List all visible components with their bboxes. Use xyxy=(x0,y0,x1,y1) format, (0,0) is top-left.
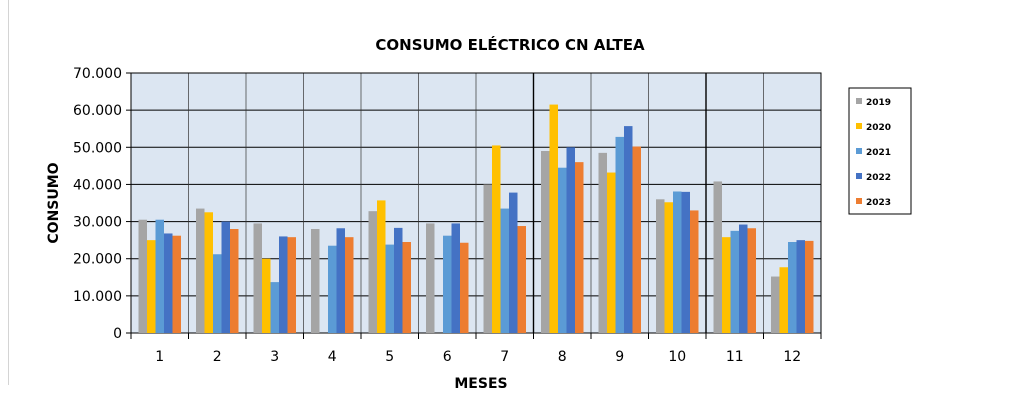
x-tick-label: 4 xyxy=(328,349,337,365)
y-tick-label: 20.000 xyxy=(73,252,122,268)
bar-2019-4 xyxy=(311,229,320,333)
legend-label-2019: 2019 xyxy=(866,98,891,108)
bar-2019-2 xyxy=(196,208,205,333)
bar-2023-2 xyxy=(230,229,239,333)
bar-2020-7 xyxy=(492,145,501,333)
plot-area xyxy=(130,72,822,334)
legend-swatch-2019 xyxy=(856,98,862,104)
bar-2023-5 xyxy=(402,242,411,333)
x-tick-label: 2 xyxy=(213,349,222,365)
bar-2022-1 xyxy=(164,233,173,333)
chart-title: CONSUMO ELÉCTRICO CN ALTEA xyxy=(375,35,645,54)
x-tick-label: 11 xyxy=(726,349,744,365)
bar-2022-8 xyxy=(566,147,575,333)
x-tick-label: 8 xyxy=(558,349,567,365)
bar-2023-4 xyxy=(345,237,354,333)
x-tick-label: 1 xyxy=(155,349,164,365)
bar-2023-11 xyxy=(747,228,756,333)
bar-2022-11 xyxy=(739,224,748,333)
bar-2022-9 xyxy=(624,126,633,333)
x-tick-label: 6 xyxy=(443,349,452,365)
x-tick-label: 7 xyxy=(500,349,509,365)
bar-2021-1 xyxy=(155,219,164,333)
y-tick-label: 70.000 xyxy=(73,66,122,82)
x-axis-title: MESES xyxy=(454,376,507,392)
bar-2021-8 xyxy=(558,167,567,333)
bar-2022-7 xyxy=(509,192,518,333)
bar-2022-4 xyxy=(336,228,345,333)
bar-2021-9 xyxy=(615,136,624,333)
bar-2020-8 xyxy=(549,104,558,333)
bars-group xyxy=(138,104,814,333)
bar-2022-5 xyxy=(394,227,403,333)
bar-2023-7 xyxy=(517,226,526,333)
bar-2021-12 xyxy=(788,242,797,333)
bar-2019-9 xyxy=(598,152,607,333)
legend-label-2020: 2020 xyxy=(866,123,891,133)
bar-2023-6 xyxy=(460,242,469,333)
bar-2022-2 xyxy=(221,221,230,333)
y-tick-label: 50.000 xyxy=(73,140,122,156)
bar-2021-11 xyxy=(730,230,739,333)
y-tick-label: 60.000 xyxy=(73,103,122,119)
bar-2023-9 xyxy=(632,146,641,333)
bar-2021-6 xyxy=(443,235,452,333)
bar-2023-8 xyxy=(575,162,584,333)
bar-2020-12 xyxy=(779,267,788,333)
bar-2022-12 xyxy=(796,240,805,333)
legend-label-2021: 2021 xyxy=(866,148,891,158)
legend-swatch-2021 xyxy=(856,148,862,154)
bar-2019-3 xyxy=(253,223,262,333)
x-tick-label: 10 xyxy=(668,349,686,365)
legend: 2019 2020 2021 2022 2023 xyxy=(848,87,912,215)
bar-2021-5 xyxy=(385,244,394,333)
y-axis-title: CONSUMO xyxy=(46,162,62,243)
bar-2020-10 xyxy=(664,202,673,333)
bar-2019-1 xyxy=(138,219,147,333)
bar-2022-3 xyxy=(279,236,288,333)
bar-2019-7 xyxy=(483,184,492,333)
bar-2023-12 xyxy=(805,240,814,333)
axes-group: 0 10.000 20.000 30.000 40.000 50.000 60.000 70.… xyxy=(73,66,822,365)
y-tick-label: 40.000 xyxy=(73,177,122,193)
x-tick-label: 5 xyxy=(385,349,394,365)
bar-2020-2 xyxy=(204,212,213,333)
bar-2020-5 xyxy=(377,200,386,333)
page-left-rule xyxy=(8,0,9,385)
bar-2019-8 xyxy=(541,151,550,333)
legend-label-2022: 2022 xyxy=(866,173,891,183)
legend-swatch-2023 xyxy=(856,198,862,204)
bar-2023-10 xyxy=(690,210,699,333)
bar-2021-4 xyxy=(328,245,337,333)
x-tick-label: 3 xyxy=(270,349,279,365)
bar-2019-10 xyxy=(656,199,665,333)
bar-2021-10 xyxy=(673,191,682,333)
y-tick-label: 10.000 xyxy=(73,289,122,305)
bar-2020-9 xyxy=(607,172,616,333)
x-tick-label: 9 xyxy=(615,349,624,365)
x-tick-label: 12 xyxy=(783,349,801,365)
y-tick-label: 30.000 xyxy=(73,215,122,231)
bar-2020-3 xyxy=(262,258,271,333)
bar-2020-1 xyxy=(147,240,156,333)
bar-2019-12 xyxy=(771,276,780,333)
bar-2021-7 xyxy=(500,208,509,333)
bar-2021-2 xyxy=(213,254,222,333)
bar-2020-11 xyxy=(722,237,731,333)
bar-2019-11 xyxy=(713,181,722,333)
legend-swatch-2022 xyxy=(856,173,862,179)
legend-swatch-2020 xyxy=(856,123,862,129)
bar-2019-6 xyxy=(426,223,435,333)
bar-2019-5 xyxy=(368,211,377,333)
bar-2022-10 xyxy=(681,191,690,333)
legend-label-2023: 2023 xyxy=(866,198,891,208)
y-tick-label: 0 xyxy=(113,326,122,342)
bar-2023-1 xyxy=(172,235,181,333)
bar-2022-6 xyxy=(451,223,460,333)
bar-2021-3 xyxy=(270,282,279,333)
bar-2023-3 xyxy=(287,237,296,333)
